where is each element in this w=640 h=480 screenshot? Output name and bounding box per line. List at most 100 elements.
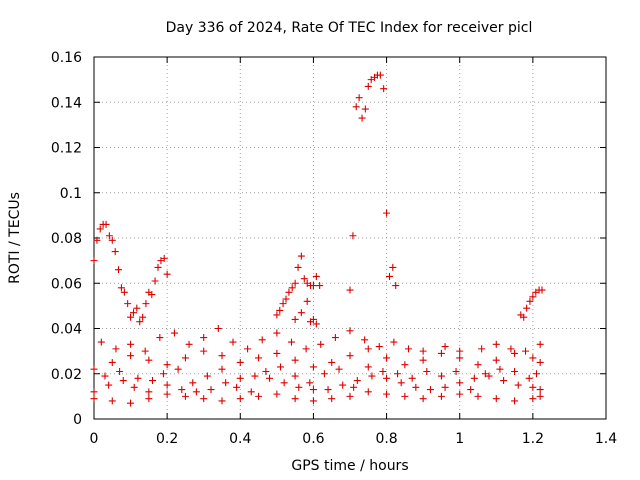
- x-tick-label: 0.8: [375, 431, 397, 447]
- data-point: [282, 295, 290, 303]
- data-point: [295, 383, 303, 391]
- data-point: [130, 383, 138, 391]
- data-point: [120, 288, 128, 296]
- data-point: [90, 365, 98, 373]
- data-point: [303, 297, 311, 305]
- data-point: [178, 386, 186, 394]
- data-point: [511, 349, 519, 357]
- data-point: [456, 347, 464, 355]
- data-point: [364, 363, 372, 371]
- data-point: [401, 361, 409, 369]
- grid-lines: [94, 57, 606, 419]
- y-tick-label: 0: [73, 412, 82, 428]
- data-point: [145, 356, 153, 364]
- data-point: [105, 232, 113, 240]
- data-point: [350, 383, 358, 391]
- data-point: [115, 266, 123, 274]
- data-point: [127, 399, 135, 407]
- data-point: [181, 392, 189, 400]
- data-point: [536, 392, 544, 400]
- data-point: [116, 367, 124, 375]
- data-point: [520, 313, 528, 321]
- data-point: [331, 334, 339, 342]
- x-tick-label: 1.2: [522, 431, 544, 447]
- data-point: [419, 356, 427, 364]
- data-point: [361, 105, 369, 113]
- data-point: [279, 300, 287, 308]
- data-point: [170, 329, 178, 337]
- data-point: [419, 395, 427, 403]
- data-point: [181, 354, 189, 362]
- data-point: [277, 363, 285, 371]
- data-point: [200, 347, 208, 355]
- data-point: [149, 377, 157, 385]
- data-point: [119, 377, 127, 385]
- data-point: [309, 363, 317, 371]
- x-tick-label: 0.2: [156, 431, 178, 447]
- data-point: [412, 383, 420, 391]
- data-point: [244, 345, 252, 353]
- data-point: [511, 397, 519, 405]
- data-point: [523, 304, 531, 312]
- data-point: [317, 340, 325, 348]
- data-point: [492, 395, 500, 403]
- data-point: [452, 367, 460, 375]
- data-point: [291, 395, 299, 403]
- y-tick-label: 0.14: [51, 95, 82, 111]
- data-point: [266, 374, 274, 382]
- data-point: [96, 225, 104, 233]
- data-point: [383, 390, 391, 398]
- data-point: [533, 370, 541, 378]
- data-point: [297, 309, 305, 317]
- data-point: [280, 379, 288, 387]
- data-point: [291, 356, 299, 364]
- data-point: [507, 345, 515, 353]
- data-point: [405, 345, 413, 353]
- data-point: [145, 395, 153, 403]
- y-tick-label: 0.08: [51, 231, 82, 247]
- data-point: [456, 390, 464, 398]
- data-point: [142, 300, 150, 308]
- data-point: [485, 372, 493, 380]
- data-point: [218, 365, 226, 373]
- data-point: [101, 372, 109, 380]
- data-point: [511, 367, 519, 375]
- data-point: [127, 340, 135, 348]
- data-point: [258, 336, 266, 344]
- data-point: [492, 340, 500, 348]
- data-point: [394, 370, 402, 378]
- data-point: [441, 343, 449, 351]
- data-point: [134, 374, 142, 382]
- data-point: [456, 379, 464, 387]
- data-point: [526, 297, 534, 305]
- data-point: [251, 372, 259, 380]
- data-point: [294, 263, 302, 271]
- data-point: [108, 236, 116, 244]
- data-point: [300, 275, 308, 283]
- data-point: [335, 365, 343, 373]
- data-point: [364, 82, 372, 90]
- data-point: [291, 372, 299, 380]
- data-point: [105, 381, 113, 389]
- y-tick-label: 0.02: [51, 367, 82, 383]
- data-point: [529, 395, 537, 403]
- data-point: [437, 349, 445, 357]
- data-point: [514, 381, 522, 389]
- data-point: [470, 374, 478, 382]
- x-tick-label: 0.4: [229, 431, 251, 447]
- data-point: [525, 374, 533, 382]
- data-point: [423, 367, 431, 375]
- data-point: [536, 386, 544, 394]
- data-point: [441, 383, 449, 391]
- data-point: [408, 374, 416, 382]
- y-tick-label: 0.16: [51, 50, 82, 66]
- x-tick-label: 1: [455, 431, 464, 447]
- data-point: [320, 370, 328, 378]
- data-point: [163, 381, 171, 389]
- data-point: [108, 358, 116, 366]
- chart-title: Day 336 of 2024, Rate Of TEC Index for r…: [166, 20, 533, 36]
- data-point: [364, 388, 372, 396]
- data-point: [346, 352, 354, 360]
- data-point: [112, 345, 120, 353]
